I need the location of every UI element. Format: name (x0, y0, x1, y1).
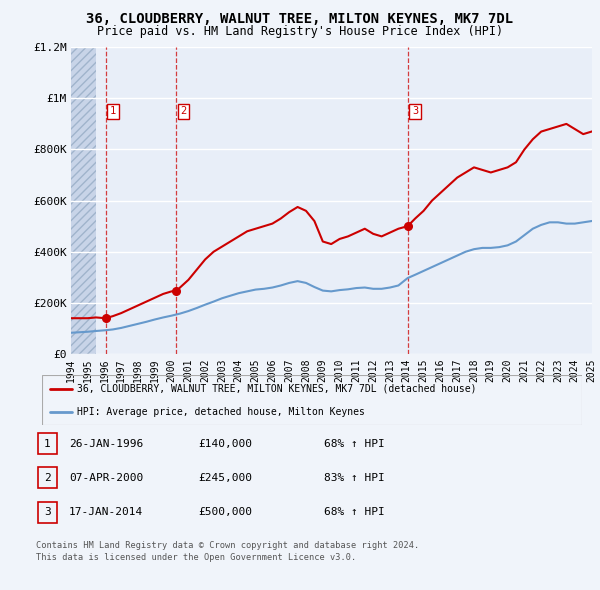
Text: 3: 3 (44, 507, 51, 517)
Bar (38, 502, 57, 523)
Text: 07-APR-2000: 07-APR-2000 (69, 473, 143, 483)
Bar (71, 47, 96, 354)
Text: £140,000: £140,000 (198, 439, 252, 448)
Text: Price paid vs. HM Land Registry's House Price Index (HPI): Price paid vs. HM Land Registry's House … (97, 25, 503, 38)
Text: HPI: Average price, detached house, Milton Keynes: HPI: Average price, detached house, Milt… (77, 407, 365, 417)
Text: 17-JAN-2014: 17-JAN-2014 (69, 507, 143, 517)
Text: £245,000: £245,000 (198, 473, 252, 483)
Text: 36, CLOUDBERRY, WALNUT TREE, MILTON KEYNES, MK7 7DL (detached house): 36, CLOUDBERRY, WALNUT TREE, MILTON KEYN… (77, 384, 476, 394)
Text: 83% ↑ HPI: 83% ↑ HPI (324, 473, 385, 483)
Text: £500,000: £500,000 (198, 507, 252, 517)
Text: 2: 2 (44, 473, 51, 483)
Text: 1: 1 (110, 106, 116, 116)
Bar (38, 433, 57, 454)
Text: 26-JAN-1996: 26-JAN-1996 (69, 439, 143, 448)
Text: 68% ↑ HPI: 68% ↑ HPI (324, 439, 385, 448)
Text: 2: 2 (181, 106, 187, 116)
Text: Contains HM Land Registry data © Crown copyright and database right 2024.: Contains HM Land Registry data © Crown c… (36, 541, 419, 550)
Text: This data is licensed under the Open Government Licence v3.0.: This data is licensed under the Open Gov… (36, 553, 356, 562)
Text: 3: 3 (412, 106, 418, 116)
Bar (38, 467, 57, 489)
Text: 36, CLOUDBERRY, WALNUT TREE, MILTON KEYNES, MK7 7DL: 36, CLOUDBERRY, WALNUT TREE, MILTON KEYN… (86, 12, 514, 26)
Text: 68% ↑ HPI: 68% ↑ HPI (324, 507, 385, 517)
Text: 1: 1 (44, 439, 51, 448)
